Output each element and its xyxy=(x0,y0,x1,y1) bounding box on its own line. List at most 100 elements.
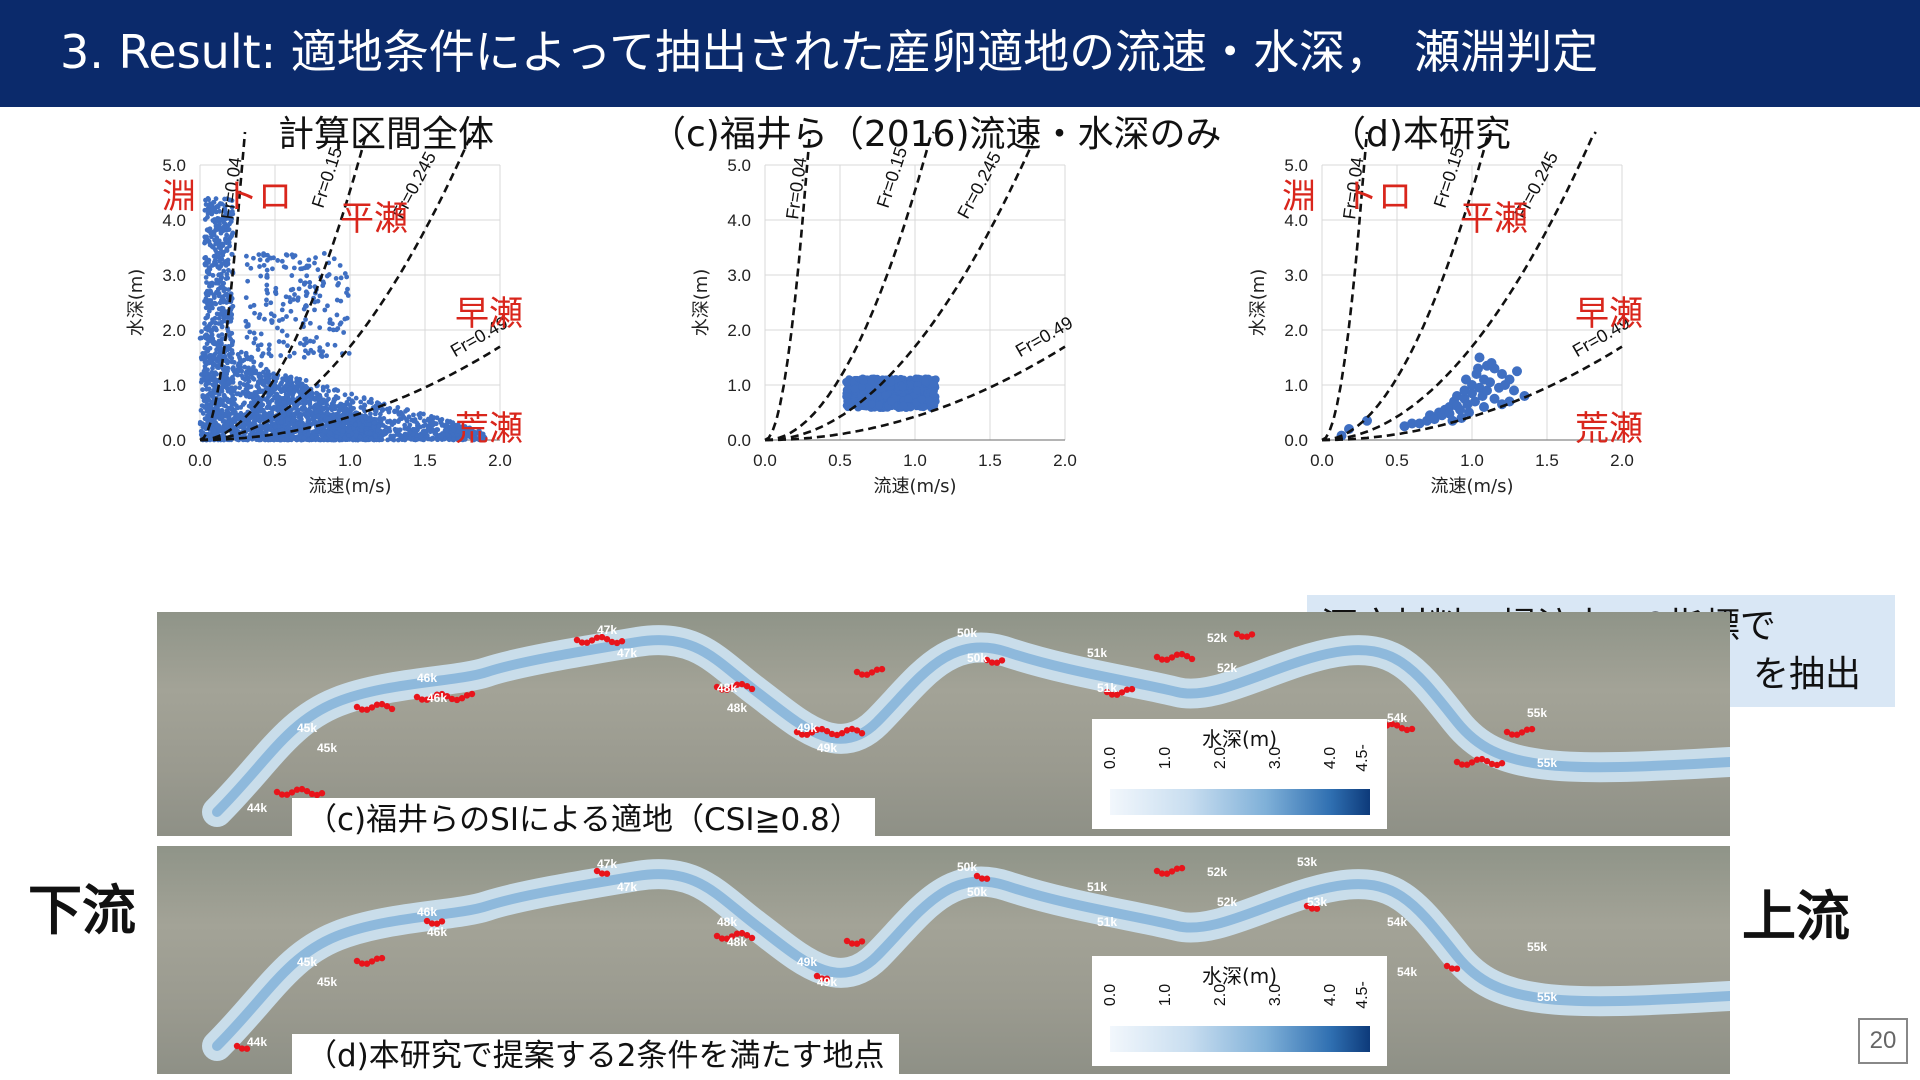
km-marker-label: 54k xyxy=(1387,711,1407,725)
data-point xyxy=(320,386,326,391)
data-point xyxy=(250,420,256,426)
data-point xyxy=(341,409,347,414)
data-point xyxy=(200,393,206,398)
data-point xyxy=(377,411,383,417)
scatter-chart-fukui: 0.0 1.0 2.0 3.0 4.0 5.0 0.0 0.5 1.0 1.5 2.0 Fr=0.04… xyxy=(691,131,1077,497)
data-point xyxy=(368,411,373,417)
data-point xyxy=(325,342,331,347)
data-point xyxy=(224,247,229,253)
chart-title-a: 計算区間全体 xyxy=(278,114,495,155)
region-label: 荒瀬 xyxy=(1575,409,1643,449)
data-point xyxy=(866,377,875,386)
data-point xyxy=(283,373,288,379)
data-point xyxy=(296,435,302,440)
spawning-site-dot xyxy=(878,665,886,673)
data-point xyxy=(253,390,259,396)
data-point xyxy=(206,386,212,392)
froude-curve xyxy=(1322,345,1623,442)
data-point xyxy=(324,384,330,390)
data-point xyxy=(314,391,320,396)
y-tick-label: 5.0 xyxy=(727,156,751,175)
spawning-site-dot xyxy=(813,972,821,980)
data-point xyxy=(259,353,265,359)
chart-title-c: （c)福井ら（2016)流速・水深のみ xyxy=(650,114,1222,155)
km-marker-label: 46k xyxy=(427,925,447,939)
x-tick-label: 0.0 xyxy=(188,451,212,470)
data-point xyxy=(456,428,461,434)
data-point xyxy=(217,426,222,431)
data-point xyxy=(279,258,285,264)
data-point xyxy=(227,221,232,227)
data-point xyxy=(314,409,319,415)
data-point xyxy=(257,257,263,263)
data-point xyxy=(255,381,261,387)
data-point xyxy=(245,322,251,327)
data-point xyxy=(271,255,276,261)
data-point xyxy=(291,265,297,271)
data-point xyxy=(450,420,456,426)
data-point xyxy=(444,418,450,424)
data-point xyxy=(342,271,348,276)
data-point xyxy=(285,343,290,349)
data-point xyxy=(291,350,297,356)
km-marker-label: 53k xyxy=(1307,895,1327,909)
data-point xyxy=(208,406,214,411)
data-point xyxy=(451,437,456,443)
data-point xyxy=(264,282,270,288)
data-point xyxy=(213,351,218,356)
km-marker-label: 50k xyxy=(967,651,987,665)
data-point xyxy=(206,410,212,416)
x-tick-label: 0.0 xyxy=(753,451,777,470)
data-point xyxy=(287,375,292,381)
spawning-site-dot xyxy=(1488,760,1496,768)
data-point xyxy=(290,286,296,292)
data-point xyxy=(220,299,226,305)
data-point xyxy=(284,314,289,319)
spawning-site-dot xyxy=(1233,630,1241,638)
y-tick-label: 2.0 xyxy=(162,321,186,340)
data-point xyxy=(389,422,395,427)
data-point xyxy=(214,347,219,353)
data-point xyxy=(303,317,308,322)
spawning-site-dot xyxy=(468,690,476,698)
km-marker-label: 53k xyxy=(1297,855,1317,869)
data-point xyxy=(373,433,379,439)
data-point xyxy=(313,255,318,261)
data-point xyxy=(292,292,297,297)
data-point xyxy=(325,416,331,422)
data-point xyxy=(216,265,222,271)
spawning-site-dot xyxy=(378,700,386,708)
data-point xyxy=(207,390,213,396)
data-point xyxy=(298,278,303,284)
spawning-site-dot xyxy=(863,671,871,678)
data-point xyxy=(264,274,270,280)
data-point xyxy=(295,297,301,303)
spawning-site-dot xyxy=(438,690,446,698)
data-point xyxy=(421,418,427,424)
data-point xyxy=(337,321,343,327)
data-point xyxy=(422,428,428,434)
froude-curve xyxy=(764,131,812,442)
data-point xyxy=(317,345,323,351)
spawning-site-dot xyxy=(443,692,451,700)
data-point xyxy=(319,398,325,404)
data-point xyxy=(279,307,285,313)
x-tick-label: 2.0 xyxy=(1610,451,1634,470)
chart-title-d: （d)本研究 xyxy=(1330,114,1511,155)
spawning-site-dot xyxy=(433,691,441,698)
x-tick-label: 1.0 xyxy=(903,451,927,470)
data-point xyxy=(361,395,367,401)
spawning-site-dot xyxy=(1158,870,1166,877)
data-point xyxy=(273,285,279,291)
region-label: 荒瀬 xyxy=(455,409,523,449)
data-point xyxy=(929,380,938,389)
data-point xyxy=(224,271,230,277)
froude-label: Fr=0.04 xyxy=(782,156,811,221)
km-marker-label: 49k xyxy=(817,741,837,755)
data-point xyxy=(225,409,231,414)
data-point xyxy=(476,428,482,434)
data-point xyxy=(342,392,348,398)
data-point xyxy=(1447,415,1458,426)
data-point xyxy=(247,394,252,400)
data-point xyxy=(219,201,225,207)
